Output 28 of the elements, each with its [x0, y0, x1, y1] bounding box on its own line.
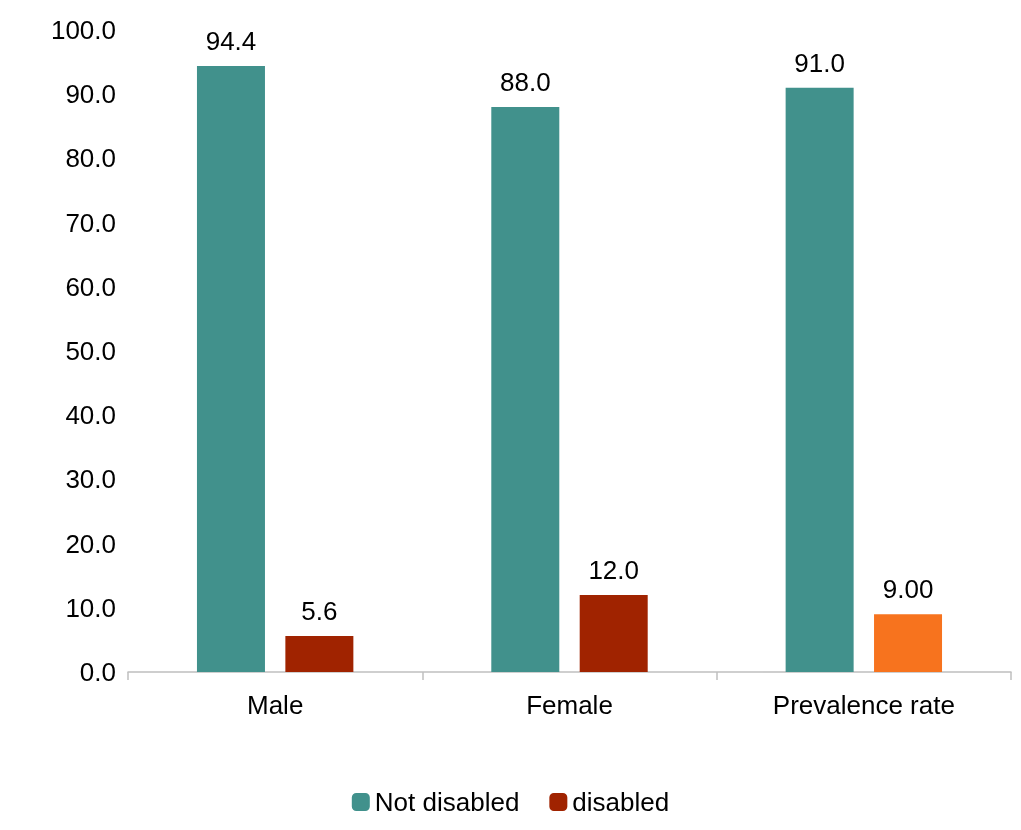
y-tick-label: 10.0 [65, 592, 116, 623]
y-tick-label: 70.0 [65, 207, 116, 238]
bar [785, 87, 854, 672]
y-tick-label: 100.0 [50, 15, 116, 45]
data-label: 91.0 [794, 47, 845, 78]
bar [579, 594, 648, 672]
data-label: 94.4 [205, 25, 257, 56]
y-tick-label: 50.0 [65, 336, 116, 366]
y-tick-label: 40.0 [65, 400, 116, 431]
x-tick-label: Prevalence rate [772, 690, 955, 720]
data-label: 9.00 [882, 574, 934, 605]
data-label: 12.0 [588, 554, 639, 585]
y-tick-label: 80.0 [65, 143, 116, 174]
y-tick-label: 60.0 [65, 271, 116, 302]
y-tick-label: 20.0 [65, 528, 116, 559]
y-tick-label: 0.0 [79, 657, 116, 687]
y-tick-label: 90.0 [65, 79, 116, 110]
data-label: 5.6 [301, 596, 338, 627]
x-tick-label: Female [526, 690, 613, 720]
x-tick-label: Male [246, 690, 304, 720]
legend-label: Not disabled [374, 787, 520, 817]
data-label: 88.0 [500, 67, 551, 98]
legend-label: disabled [572, 787, 670, 817]
bar [874, 614, 943, 672]
bar [491, 107, 560, 672]
bar [196, 65, 265, 672]
y-tick-label: 30.0 [65, 464, 116, 495]
bar [285, 636, 354, 672]
